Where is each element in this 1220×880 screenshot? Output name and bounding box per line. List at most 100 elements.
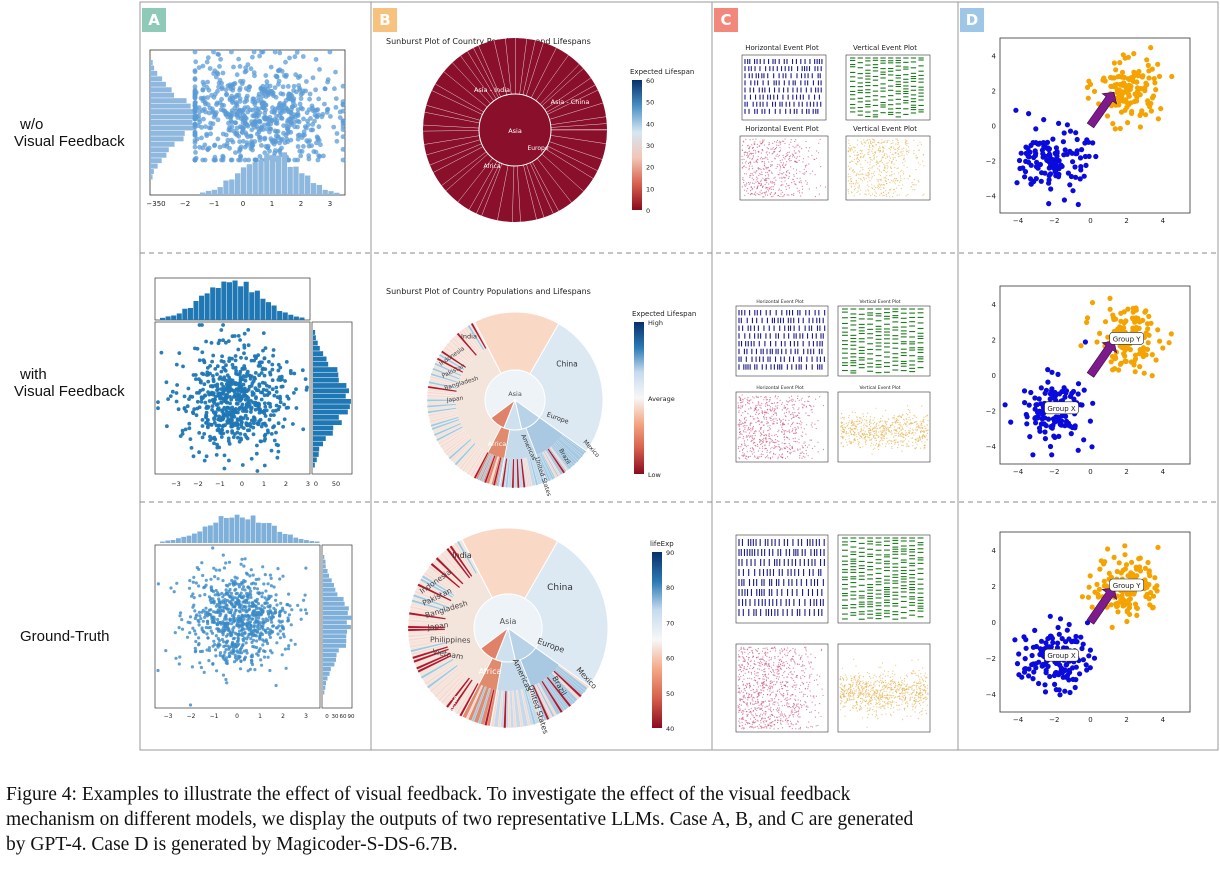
event-point: [805, 180, 807, 182]
event-point: [813, 405, 815, 407]
event-point: [779, 399, 781, 401]
event-point: [781, 448, 783, 450]
scatter-point: [199, 125, 205, 130]
event-point: [802, 407, 804, 409]
histogram-bar: [313, 377, 339, 383]
event-point: [781, 409, 783, 411]
event-point: [782, 428, 784, 430]
event-point: [756, 158, 759, 160]
event-point: [744, 424, 746, 427]
scatter-point: [288, 369, 293, 373]
event-point: [753, 149, 755, 151]
event-point: [783, 195, 785, 197]
event-point: [787, 451, 789, 453]
event-point: [856, 144, 859, 146]
event-point: [783, 429, 785, 432]
scatter-point: [252, 358, 256, 363]
event-point: [788, 448, 791, 450]
event-point: [768, 143, 770, 145]
scatter-point: [252, 638, 256, 642]
scatter-point: [241, 416, 246, 421]
event-point: [782, 162, 785, 164]
event-point: [759, 447, 761, 449]
histogram-bar: [323, 643, 346, 648]
histogram-bar: [235, 173, 241, 195]
event-point: [798, 442, 800, 444]
scatter-point: [231, 64, 236, 70]
event-point: [759, 406, 761, 408]
event-point: [760, 428, 762, 430]
event-point: [805, 170, 808, 173]
event-point: [765, 168, 767, 170]
event-point: [745, 419, 748, 421]
event-point: [745, 160, 747, 162]
scatter-point: [220, 157, 226, 163]
event-point: [805, 453, 808, 455]
event-point: [771, 434, 773, 436]
scatter-point: [286, 647, 291, 651]
event-point: [856, 425, 858, 428]
scatter-point: [221, 384, 226, 389]
event-point: [758, 413, 760, 415]
scatter-point: [276, 377, 281, 382]
event-point: [738, 436, 740, 438]
event-point: [774, 148, 777, 150]
event-point: [790, 160, 792, 162]
scatter-point: [194, 639, 198, 644]
event-point: [874, 191, 876, 193]
event-point: [886, 162, 888, 164]
scatter-point: [262, 639, 266, 643]
scatter-point: [264, 79, 270, 85]
scatter-point: [259, 397, 264, 402]
scatter-point: [211, 546, 215, 550]
scatter-point: [218, 107, 224, 113]
event-point: [788, 397, 790, 399]
scatter-point: [229, 137, 234, 143]
scatter-point: [203, 585, 207, 589]
scatter-point: [239, 595, 243, 599]
event-point: [862, 167, 864, 169]
histogram-bar: [293, 537, 299, 543]
event-point: [793, 404, 795, 406]
scatter-point: [197, 643, 201, 647]
event-point: [903, 147, 905, 149]
event-point: [782, 184, 784, 186]
scatter-point: [233, 653, 237, 657]
event-point: [906, 140, 908, 142]
scatter-point: [259, 409, 263, 414]
event-point: [915, 154, 917, 157]
event-point: [853, 172, 855, 174]
histogram-bar: [314, 541, 320, 543]
event-point: [903, 157, 905, 159]
event-point: [913, 179, 915, 181]
event-point: [780, 167, 782, 169]
event-point: [810, 439, 813, 441]
event-point: [752, 152, 754, 155]
event-point: [774, 184, 776, 186]
histogram-bar: [323, 615, 352, 620]
scatter-point: [286, 619, 290, 623]
histogram-bar: [150, 87, 172, 93]
event-point: [790, 395, 793, 397]
scatter-point: [327, 49, 333, 55]
event-point: [765, 447, 767, 450]
event-point: [775, 167, 777, 169]
event-point: [899, 175, 902, 177]
scatter-point: [255, 98, 261, 104]
event-point: [858, 186, 861, 188]
event-point: [806, 183, 808, 185]
event-point: [759, 432, 762, 434]
scatter-point: [239, 633, 243, 637]
event-point: [764, 396, 766, 398]
event-point: [740, 420, 742, 422]
scatter-point: [294, 387, 298, 392]
event-point: [883, 156, 885, 158]
scatter-point: [213, 575, 217, 579]
histogram-bar: [150, 141, 175, 147]
histogram-bar: [150, 60, 153, 65]
event-point: [749, 436, 751, 438]
event-point: [740, 399, 742, 401]
scatter-point: [277, 50, 283, 56]
scatter-point: [229, 93, 235, 99]
scatter-point: [205, 632, 209, 636]
